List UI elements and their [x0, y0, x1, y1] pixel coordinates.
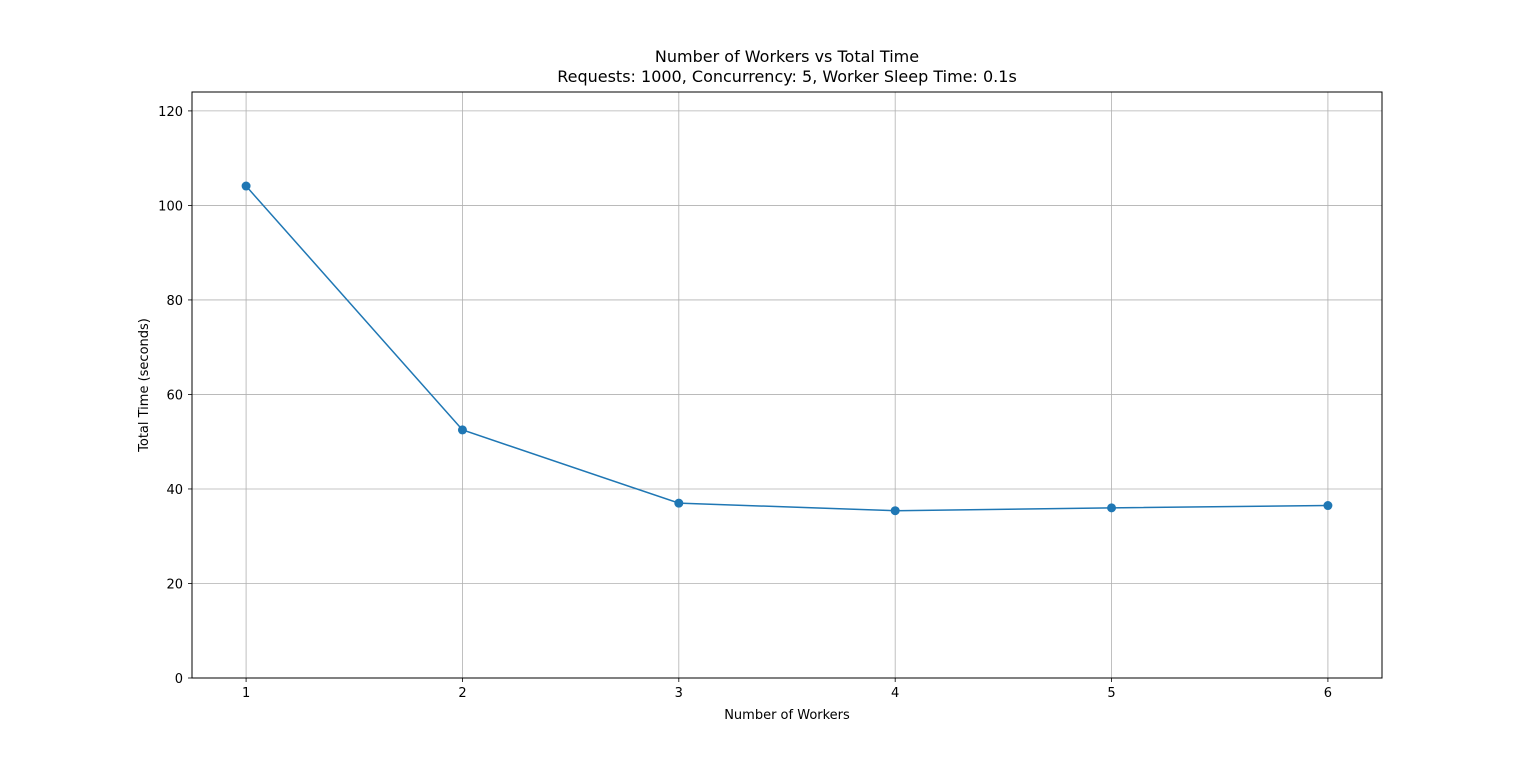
series-layer: [241, 181, 1333, 516]
data-point-marker: [1107, 503, 1117, 513]
y-tick-label: 60: [166, 388, 183, 403]
chart-subtitle: Requests: 1000, Concurrency: 5, Worker S…: [557, 67, 1017, 86]
y-tick-label: 80: [166, 294, 183, 309]
plot-area-frame: [191, 91, 1383, 679]
data-point-marker: [890, 506, 900, 516]
x-tick-label: 1: [242, 686, 250, 701]
y-tick-label: 0: [175, 672, 183, 687]
y-tick-label: 100: [158, 199, 183, 214]
x-tick-label: 2: [458, 686, 466, 701]
y-axis-label: Total Time (seconds): [137, 318, 152, 453]
x-tick-label: 3: [675, 686, 683, 701]
grid-lines: [192, 92, 1382, 679]
y-tick-label: 20: [166, 577, 183, 592]
x-tick-label: 4: [891, 686, 899, 701]
data-point-marker: [1323, 501, 1333, 511]
x-tick-label: 5: [1107, 686, 1115, 701]
data-point-marker: [241, 181, 251, 191]
y-tick-label: 120: [158, 105, 183, 120]
chart-title: Number of Workers vs Total Time: [655, 47, 919, 66]
series-line: [245, 185, 1328, 512]
data-point-marker: [457, 425, 467, 435]
x-axis-label: Number of Workers: [724, 708, 850, 723]
data-point-marker: [674, 498, 684, 508]
y-tick-label: 40: [166, 483, 183, 498]
x-tick-label: 6: [1324, 686, 1332, 701]
